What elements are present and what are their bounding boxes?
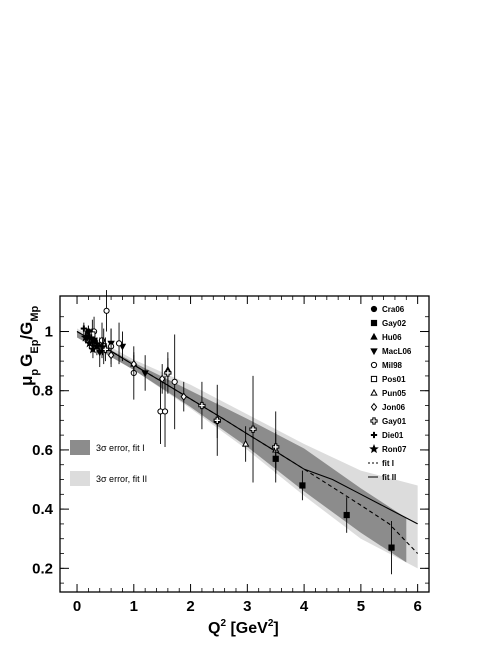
data-point-die01 (85, 325, 92, 338)
legend-label: Pos01 (382, 375, 406, 384)
x-axis-title-main: Q (208, 620, 220, 637)
legend-entry-gay02: Gay02 (370, 319, 407, 328)
x-axis-title-sup: 2 (220, 618, 226, 629)
x-axis-title-unit-sup: 2 (268, 618, 274, 629)
x-axis-title-unit-close: ] (273, 620, 278, 637)
data-point-macl06 (141, 355, 149, 391)
legend-label: Cra06 (382, 305, 405, 314)
legend-entry-mil98: Mil98 (370, 361, 403, 370)
x-tick-label: 6 (413, 598, 421, 615)
legend-label: Die01 (382, 431, 404, 440)
series-gay01 (101, 337, 280, 483)
x-tick-label: 2 (186, 598, 194, 615)
data-point-pun05 (241, 426, 250, 462)
y-axis-title-mu-sub: p (29, 369, 41, 376)
data-point-mil98 (103, 290, 110, 332)
data-point-gay01 (249, 375, 257, 483)
data-point-mil98 (171, 334, 178, 430)
data-point-gay01 (272, 411, 280, 483)
data-point-jon06 (130, 352, 138, 376)
y-tick-label: 0.2 (32, 560, 53, 577)
band-legend-entry-3-error-fit-i: 3σ error, fit I (70, 440, 145, 455)
data-point-die01 (80, 322, 87, 335)
legend-entry-gay01: Gay01 (370, 417, 407, 426)
y-axis-title-g1: G (17, 354, 36, 367)
legend-entry-cra06: Cra06 (370, 305, 405, 314)
y-axis-title-g2-sub: Mp (29, 305, 41, 321)
x-axis-title-unit-open: [GeV (226, 620, 268, 637)
legend-entry-fit-ii: fit II (368, 473, 396, 482)
y-axis-title: μpGEp/GMp (17, 305, 41, 386)
data-point-ron07 (92, 337, 102, 356)
legend-label: fit I (382, 459, 394, 468)
y-axis-ticks: 0.2 0.4 0.6 0.8 1 (32, 316, 429, 584)
legend-label: Ron07 (382, 445, 407, 454)
data-point-gay01 (164, 352, 172, 394)
data-point-jon06 (180, 381, 187, 412)
x-tick-label: 3 (243, 598, 251, 615)
data-point-jon06 (107, 343, 115, 368)
series-jon06 (107, 343, 187, 412)
band-legend-label: 3σ error, fit II (96, 474, 147, 484)
legend-label: Gay02 (382, 319, 407, 328)
legend-entry-pun05: Pun05 (370, 388, 407, 398)
y-axis-title-g1-sub: Ep (29, 339, 41, 353)
legend-label: Hu06 (382, 333, 402, 342)
legend-entry-pos01: Pos01 (370, 375, 406, 384)
legend-entry-jon06: Jon06 (370, 402, 406, 412)
data-point-gay02 (388, 520, 395, 575)
x-axis-title: Q2 [GeV2] (208, 618, 279, 637)
y-axis-title-mu: μ (17, 376, 36, 386)
legend-label: Jon06 (382, 403, 406, 412)
data-point-ron07 (80, 331, 91, 344)
legend-entry-macl06: MacL06 (370, 347, 412, 356)
legend-entry-fit-i: fit I (368, 459, 394, 468)
y-tick-label: 1 (45, 324, 53, 341)
band-legend-entry-3-error-fit-ii: 3σ error, fit II (70, 471, 147, 486)
band-legend-label: 3σ error, fit I (96, 443, 145, 453)
data-points (80, 290, 395, 575)
legend-label: MacL06 (382, 347, 412, 356)
x-tick-label: 1 (130, 598, 138, 615)
x-tick-label: 0 (73, 598, 81, 615)
data-point-ron07 (84, 337, 95, 350)
legend-entry-ron07: Ron07 (369, 443, 407, 454)
error-band-3-error-fit-i (77, 331, 407, 563)
y-tick-label: 0.4 (32, 501, 54, 518)
data-point-mil98 (161, 375, 169, 447)
legend: Cra06 Gay02 Hu06 MacL06 Mil98 Pos01 Pun05 Jon06… (368, 305, 412, 482)
y-tick-label: 0.8 (32, 383, 53, 400)
legend-label: Pun05 (382, 389, 407, 398)
legend-label: Mil98 (382, 361, 403, 370)
legend-label: Gay01 (382, 417, 407, 426)
band-legend: 3σ error, fit I 3σ error, fit II (70, 440, 147, 486)
data-point-mil98 (115, 322, 123, 365)
x-tick-label: 5 (357, 598, 365, 615)
plot-frame (59, 295, 430, 593)
data-point-die01 (99, 337, 106, 356)
x-axis-ticks: 0 1 2 3 4 5 6 (73, 296, 422, 615)
legend-entry-hu06: Hu06 (370, 332, 402, 342)
legend-entry-die01: Die01 (370, 431, 404, 440)
data-point-jon06 (158, 364, 166, 394)
series-ron07 (80, 331, 102, 359)
data-point-gay01 (198, 381, 206, 430)
x-tick-label: 4 (300, 598, 309, 615)
data-point-gay02 (299, 470, 306, 501)
data-point-gay01 (213, 384, 221, 456)
legend-label: fit II (382, 473, 396, 482)
data-point-gay02 (343, 497, 350, 533)
y-tick-label: 0.6 (32, 442, 53, 459)
y-axis-title-slash: /G (17, 322, 36, 340)
